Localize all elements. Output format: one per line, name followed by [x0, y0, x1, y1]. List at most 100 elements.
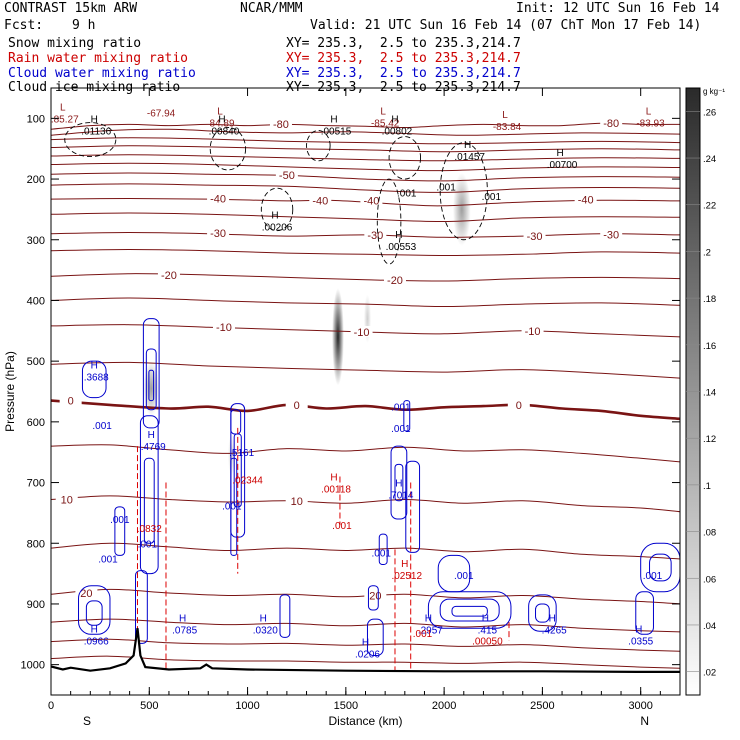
high-marker: H — [464, 140, 471, 151]
extremum-value-label: .01457 — [454, 152, 485, 163]
temperature-contour-label: -80 — [273, 119, 289, 131]
cloud-water-contour — [640, 542, 680, 593]
low-marker: L — [60, 102, 66, 113]
contour-label-bg — [600, 228, 623, 240]
extremum-value-label: .0966 — [84, 636, 109, 647]
cloud-water-contour — [535, 603, 550, 623]
contour-label-bg — [523, 230, 546, 242]
contour-label-bg — [55, 493, 78, 505]
cloud-water-contour — [135, 570, 148, 644]
temperature-contour-label: -80 — [603, 118, 619, 130]
y-tick-label: 100 — [27, 113, 45, 125]
temperature-contour — [51, 542, 680, 560]
terrain-profile — [51, 628, 680, 673]
cloud-ice-contour — [388, 136, 421, 180]
high-marker: H — [395, 230, 402, 241]
extremum-value-label: .001 — [371, 548, 391, 559]
extremum-value-label: .7014 — [388, 491, 413, 502]
colorbar-tick-label: .06 — [703, 574, 716, 585]
cloud-water-contour — [427, 591, 512, 629]
extremum-value-label: .001 — [643, 571, 663, 582]
temperature-contour — [51, 122, 680, 130]
temperature-contour-label: -30 — [603, 229, 619, 241]
cloud-water-contour — [394, 463, 404, 502]
temperature-contour — [51, 273, 680, 282]
temperature-contour-label: -50 — [279, 170, 295, 182]
extremum-value-label: .00050 — [472, 636, 503, 647]
valid-time: Valid: 21 UTC Sun 16 Feb 14 (07 ChT Mon … — [310, 18, 702, 33]
temperature-contour-label: -10 — [354, 327, 370, 339]
colorbar-tick-label: .22 — [703, 201, 716, 212]
forecast-value: 9 h — [72, 18, 96, 33]
snow-plume — [332, 288, 344, 386]
extremum-value-label: .5161 — [229, 448, 254, 459]
extremum-value-label: .0832 — [137, 524, 162, 535]
field-cloud-water-label: Cloud water mixing ratio — [8, 66, 196, 81]
terrain-fill — [51, 628, 680, 695]
colorbar-tick-label: .08 — [703, 528, 716, 539]
extremum-value-label: .001 — [138, 539, 158, 550]
cloud-water-contour — [142, 318, 160, 429]
high-marker: H — [401, 559, 408, 570]
high-marker: H — [179, 613, 186, 624]
cloud-water-contour — [390, 445, 408, 520]
high-marker: H — [148, 430, 155, 441]
temperature-contour-label: -10 — [216, 322, 232, 334]
colorbar-unit: g kg⁻¹ — [703, 87, 725, 96]
temperature-contour-label: 20 — [369, 590, 381, 602]
contour-label-bg — [383, 273, 406, 285]
colorbar-tick-label: .18 — [703, 294, 716, 305]
cloud-water-contour — [85, 600, 103, 626]
temperature-contour — [51, 145, 680, 153]
contour-label-bg — [350, 326, 373, 338]
extremum-value-label: .001 — [222, 502, 242, 513]
extremum-value-label: .00118 — [321, 485, 351, 496]
contour-label-bg — [285, 398, 308, 410]
contour-label-bg — [364, 589, 387, 601]
colorbar: .02 .04 .06 .08 .1 .12 .14 .16 .18 .2 .22 .24 .26 g k… — [685, 87, 725, 696]
contour-label-bg — [507, 398, 530, 410]
extremum-value-label: -83.84 — [493, 122, 522, 133]
contour-label-bg — [285, 494, 308, 506]
x-axis-title: Distance (km) — [328, 714, 402, 728]
cloud-ice-contour — [64, 122, 117, 158]
y-tick-label: 900 — [27, 599, 45, 611]
extremum-value-label: .0320 — [253, 625, 278, 636]
extremum-value-label: .02344 — [232, 476, 263, 487]
colorbar-tick-label: .26 — [703, 107, 716, 118]
extremum-value-label: .02512 — [391, 571, 422, 582]
high-marker: H — [556, 148, 563, 159]
temperature-contour — [51, 444, 680, 463]
cloud-water-contour — [230, 409, 242, 435]
high-marker: H — [362, 638, 369, 649]
temperature-contour — [51, 361, 680, 379]
temperature-contour-label: -40 — [578, 195, 594, 207]
temperature-contour — [51, 183, 680, 193]
contour-label-bg — [207, 227, 230, 239]
extremum-value-label: .001 — [92, 421, 112, 432]
contour-label-bg — [364, 228, 387, 240]
high-marker: H — [271, 210, 278, 221]
y-tick-label: 500 — [27, 356, 45, 368]
cloud-water-contour — [143, 457, 155, 544]
extremum-value-label: .85.27 — [51, 114, 79, 125]
colorbar-tick-label: .02 — [703, 668, 716, 679]
y-tick-label: 700 — [27, 478, 45, 490]
contour-labels-layer: L.85.27 H.01136-67.94 L84.89H.00840H.00515… — [51, 102, 665, 660]
x-tick-label: 2500 — [530, 700, 554, 712]
temperature-contour — [51, 399, 680, 421]
x-tick-label: 3000 — [628, 700, 652, 712]
extremum-value-label: .001 — [391, 403, 411, 414]
cloud-water-contour — [81, 360, 107, 399]
x-tick-label: 2000 — [432, 700, 456, 712]
snow-shading-layer — [143, 172, 471, 477]
cloud-water-contour — [405, 460, 421, 553]
extremum-value-label: -67.94 — [147, 108, 176, 119]
extremum-value-label: .00553 — [386, 242, 417, 253]
high-marker: H — [395, 479, 402, 490]
field-rain-label: Rain water mixing ratio — [8, 51, 189, 66]
x-tick-label: 0 — [48, 700, 54, 712]
colorbar-tick-label: .12 — [703, 434, 716, 445]
high-marker: H — [91, 624, 98, 635]
extremum-value-label: .3688 — [84, 372, 109, 383]
